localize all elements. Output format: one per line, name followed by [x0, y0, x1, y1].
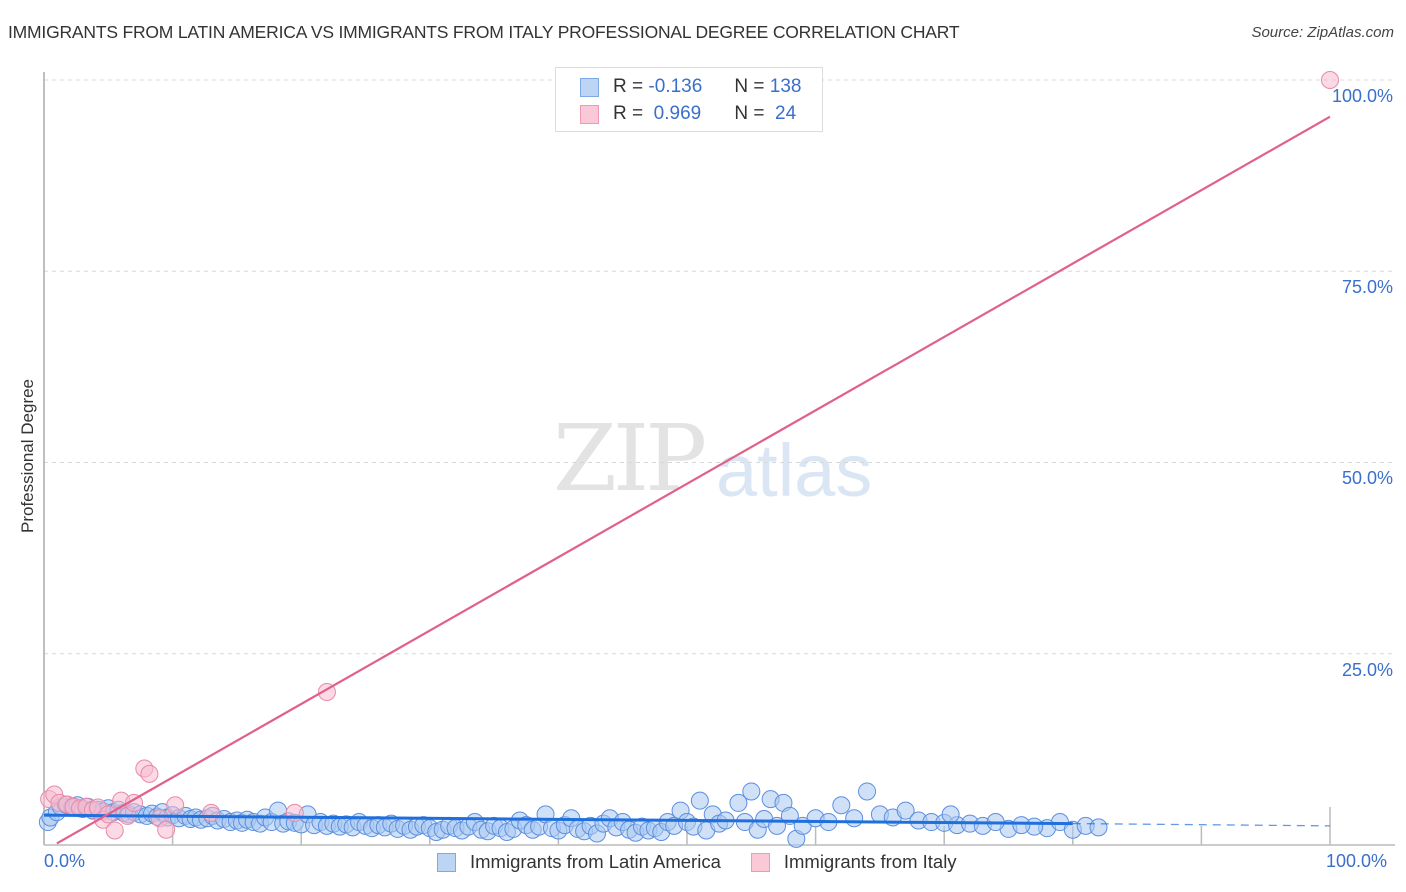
trend-line-latin-america-extrapolated — [1072, 822, 1331, 827]
watermark-zip: ZIP — [553, 405, 707, 512]
data-point[interactable] — [832, 796, 851, 815]
watermark-atlas: atlas — [716, 429, 873, 512]
x-tick-0: 0.0% — [44, 851, 86, 871]
series-italy — [40, 71, 1339, 840]
legend-label: Immigrants from Latin America — [470, 851, 721, 872]
legend-row-latin-america: R = -0.136 N = 138 — [580, 74, 801, 100]
r-value: 0.969 — [648, 103, 702, 124]
trend-lines — [43, 115, 1331, 845]
data-point[interactable] — [941, 805, 960, 824]
data-point[interactable] — [202, 803, 221, 822]
y-tick-75: 75.0% — [1341, 277, 1393, 297]
y-tick-100: 100.0% — [1331, 86, 1393, 106]
y-tick-25: 25.0% — [1341, 660, 1393, 680]
legend-swatch-pink — [580, 104, 599, 124]
data-point[interactable] — [166, 796, 185, 815]
data-point[interactable] — [285, 803, 304, 822]
data-point[interactable] — [1321, 71, 1339, 89]
data-point[interactable] — [140, 764, 159, 783]
legend-swatch-pink — [750, 852, 770, 872]
legend-item-latin-america[interactable]: Immigrants from Latin America — [437, 851, 721, 873]
axes — [43, 72, 1395, 846]
data-point[interactable] — [729, 793, 748, 812]
correlation-legend: R = -0.136 N = 138 R = 0.969 N = 24 — [555, 67, 823, 132]
trend-line-italy — [56, 115, 1331, 845]
series-latin-america — [38, 782, 1108, 848]
data-point[interactable] — [125, 793, 144, 812]
n-label: N = — [734, 76, 765, 97]
data-point[interactable] — [845, 809, 864, 828]
n-value: 24 — [769, 103, 797, 124]
r-value: -0.136 — [648, 76, 703, 97]
legend-label: Immigrants from Italy — [783, 851, 957, 872]
legend-item-italy[interactable]: Immigrants from Italy — [750, 851, 957, 873]
data-point[interactable] — [1012, 816, 1031, 835]
data-point[interactable] — [858, 782, 877, 801]
data-point[interactable] — [896, 801, 915, 820]
r-label: R = — [613, 103, 644, 124]
y-tick-50: 50.0% — [1341, 468, 1393, 488]
source-label: Source: ZipAtlas.com — [1251, 24, 1394, 41]
gridlines — [44, 79, 1395, 655]
chart-title: IMMIGRANTS FROM LATIN AMERICA VS IMMIGRA… — [8, 22, 960, 42]
data-point[interactable] — [742, 782, 761, 801]
data-point[interactable] — [690, 791, 709, 810]
data-point[interactable] — [1089, 818, 1108, 837]
n-value: 138 — [769, 76, 802, 97]
legend-swatch-blue — [437, 852, 456, 872]
data-point[interactable] — [105, 821, 124, 840]
n-label: N = — [734, 103, 765, 124]
data-point[interactable] — [157, 820, 176, 839]
x-tick-100: 100.0% — [1326, 851, 1388, 871]
series-legend: Immigrants from Latin America Immigrants… — [437, 851, 987, 873]
legend-swatch-blue — [580, 77, 599, 97]
trend-line-latin-america — [43, 813, 1073, 826]
r-label: R = — [613, 76, 644, 97]
legend-row-italy: R = 0.969 N = 24 — [580, 101, 796, 127]
